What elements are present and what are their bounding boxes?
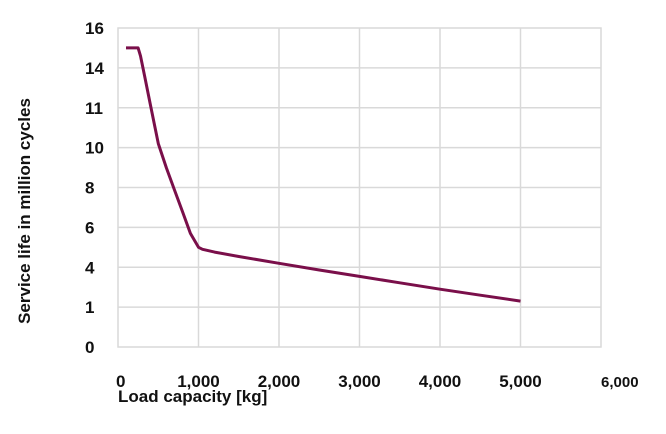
y-tick-label: 6: [85, 218, 94, 237]
x-axis-title: Load capacity [kg]: [118, 387, 267, 406]
x-tick-labels: 0 1,000 2,000 3,000 4,000 5,000 6,000: [116, 372, 639, 391]
y-tick-label: 16: [85, 19, 104, 38]
x-tick-label: 3,000: [338, 372, 381, 391]
y-axis-title: Service life in million cycles: [15, 98, 34, 324]
x-tick-label: 0: [116, 372, 125, 391]
y-tick-label: 11: [85, 99, 103, 118]
y-tick-label: 10: [85, 139, 104, 158]
y-tick-label: 4: [85, 258, 95, 277]
x-tick-label: 4,000: [419, 372, 462, 391]
series-line: [126, 46, 521, 303]
series-layer: [126, 46, 521, 303]
plot-frame: [117, 27, 602, 348]
y-tick-label: 1: [85, 298, 94, 317]
grid-layer: [118, 28, 601, 347]
x-tick-label: 6,000: [601, 374, 639, 391]
y-tick-label: 0: [85, 338, 94, 357]
x-tick-label: 2,000: [258, 372, 301, 391]
x-tick-label: 1,000: [177, 372, 220, 391]
x-tick-label: 5,000: [499, 372, 542, 391]
y-tick-label: 8: [85, 179, 94, 198]
y-tick-label: 14: [85, 59, 104, 78]
